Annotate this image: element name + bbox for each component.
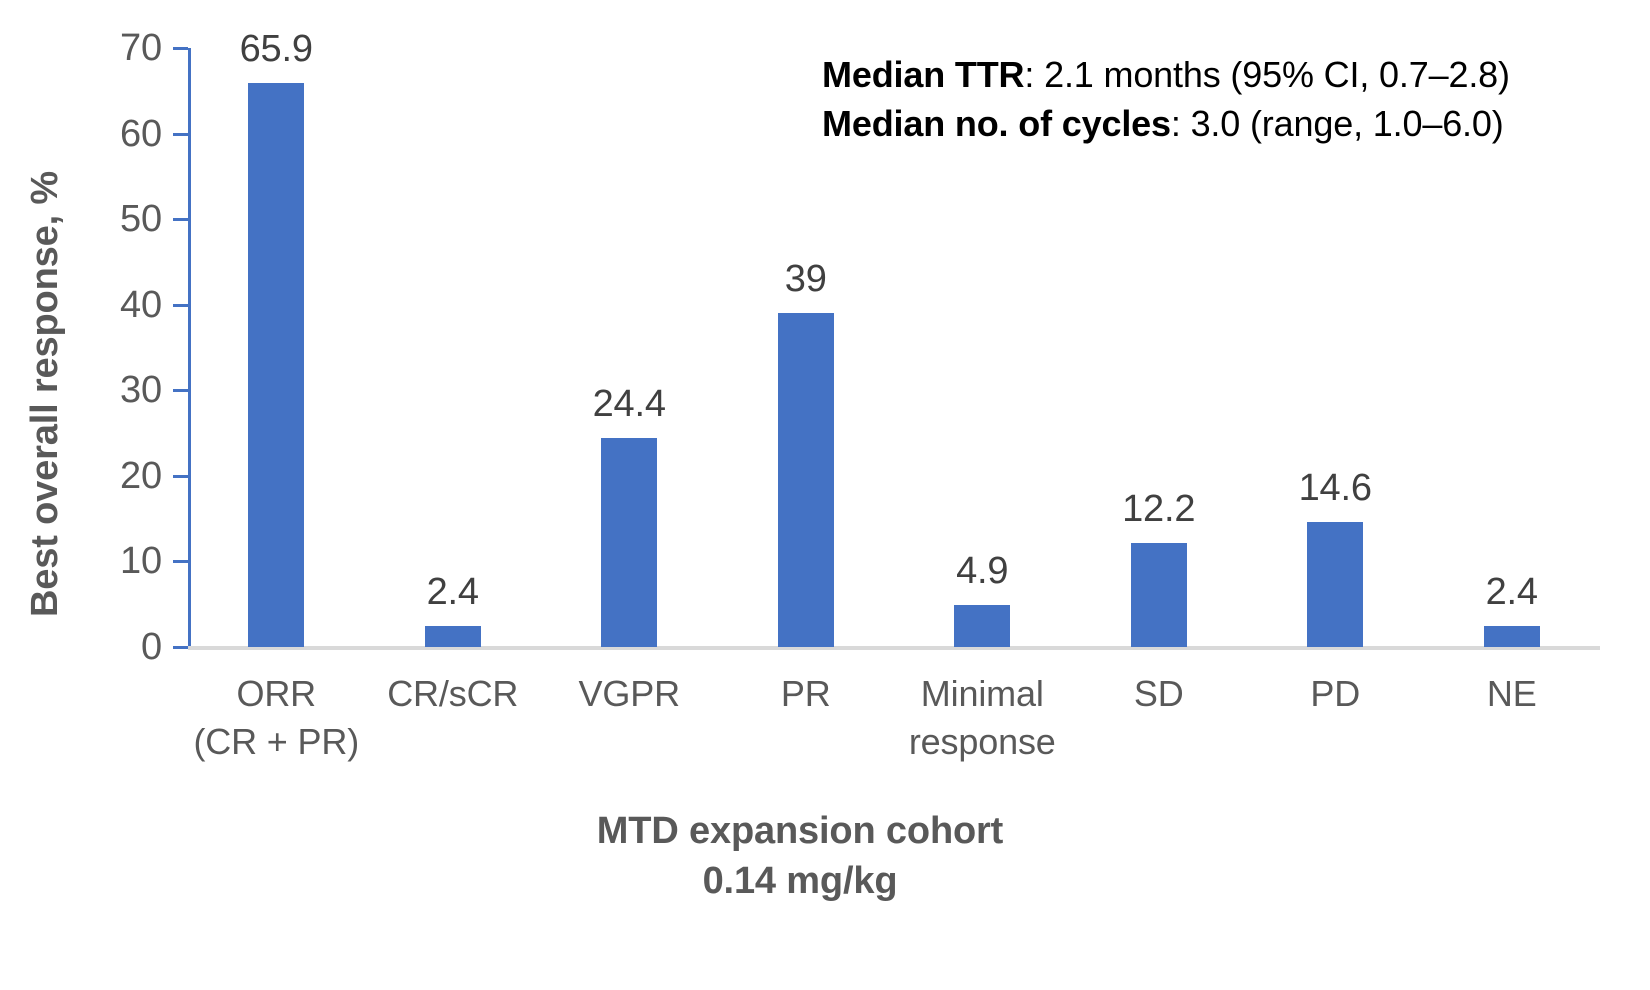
value-label: 14.6 <box>1298 467 1372 509</box>
category-label-line: response <box>908 721 1056 762</box>
bar <box>424 626 481 647</box>
bar <box>777 313 834 647</box>
annotation-ttr-label: Median TTR <box>822 54 1025 95</box>
y-tick-mark <box>173 132 188 136</box>
category-label-line: Minimal <box>920 673 1044 714</box>
value-label: 65.9 <box>239 28 313 70</box>
bar <box>1307 522 1364 647</box>
value-label: 2.4 <box>1485 571 1539 613</box>
annotation-cycles-value: : 3.0 (range, 1.0–6.0) <box>1170 103 1504 144</box>
value-label: 39 <box>784 258 827 300</box>
y-tick-mark <box>173 474 188 478</box>
annotation-line-ttr: Median TTR: 2.1 months (95% CI, 0.7–2.8) <box>822 50 1510 99</box>
y-tick-label: 50 <box>120 198 162 241</box>
y-tick-mark <box>173 560 188 564</box>
category-label-line: VGPR <box>578 673 681 714</box>
bar <box>601 438 658 647</box>
y-tick-mark <box>173 646 188 649</box>
y-tick-label: 30 <box>120 369 162 412</box>
value-label: 2.4 <box>426 571 480 613</box>
value-label: 4.9 <box>956 550 1009 592</box>
value-label: 24.4 <box>592 383 666 425</box>
y-tick-label: 70 <box>120 27 162 69</box>
y-tick-label: 60 <box>120 112 162 155</box>
y-tick-mark <box>173 389 188 393</box>
y-tick-label: 20 <box>120 454 162 497</box>
category-label: Minimal response <box>882 670 1082 766</box>
bar <box>1130 543 1187 647</box>
annotation-ttr-value: : 2.1 months (95% CI, 0.7–2.8) <box>1024 54 1510 95</box>
category-label-line: SD <box>1133 673 1184 714</box>
x-axis-title-line2: 0.14 mg/kg <box>702 860 898 902</box>
y-tick-mark <box>173 47 188 50</box>
bar <box>1483 626 1540 647</box>
category-label: CR/sCR <box>353 670 553 718</box>
category-label: PR <box>706 670 906 718</box>
category-label: ORR (CR + PR) <box>176 670 376 766</box>
category-label-line: PR <box>780 673 831 714</box>
category-label: SD <box>1059 670 1259 718</box>
bar <box>248 83 305 647</box>
annotation-block: Median TTR: 2.1 months (95% CI, 0.7–2.8)… <box>822 50 1510 148</box>
x-axis-title: MTD expansion cohort 0.14 mg/kg <box>596 806 1004 906</box>
annotation-cycles-label: Median no. of cycles <box>822 103 1171 144</box>
category-label: NE <box>1412 670 1612 718</box>
x-axis-line <box>188 646 1600 650</box>
value-label: 12.2 <box>1122 488 1196 530</box>
y-tick-label: 40 <box>120 283 162 326</box>
category-label: PD <box>1235 670 1435 718</box>
y-tick-label: 10 <box>120 540 162 583</box>
category-label-line: PD <box>1310 673 1361 714</box>
category-label-line: CR/sCR <box>387 673 519 714</box>
category-label: VGPR <box>529 670 729 718</box>
category-label-line: (CR + PR) <box>193 721 360 762</box>
y-tick-label: 0 <box>141 626 162 668</box>
y-tick-mark <box>173 303 188 307</box>
category-label-line: NE <box>1486 673 1537 714</box>
x-axis-title-line1: MTD expansion cohort <box>596 810 1004 852</box>
y-tick-mark <box>173 218 188 222</box>
annotation-line-cycles: Median no. of cycles: 3.0 (range, 1.0–6.… <box>822 99 1510 148</box>
y-axis-line <box>188 48 191 649</box>
bar <box>954 605 1011 647</box>
category-label-line: ORR <box>236 673 317 714</box>
